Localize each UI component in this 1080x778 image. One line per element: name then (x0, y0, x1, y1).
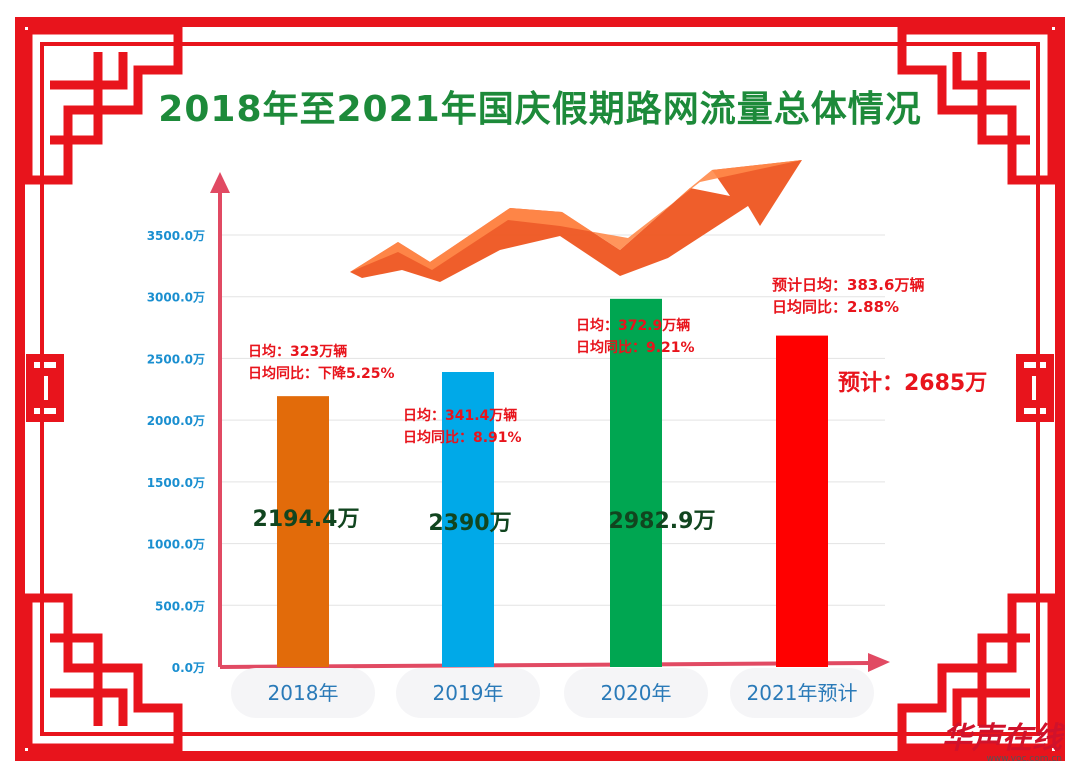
x-label-background (564, 668, 708, 718)
x-label-background (730, 668, 874, 718)
x-tick-label: 2020年 (601, 681, 672, 705)
frame-outer-border (15, 17, 1065, 761)
watermark-url: www.voc.com.cn (986, 754, 1063, 764)
annotation-text: 日均同比：9.21% (576, 339, 695, 356)
y-tick-label: 1500.0万 (147, 476, 205, 490)
frame-corner-bottom-right (897, 593, 1057, 753)
y-tick-label: 3500.0万 (147, 229, 205, 243)
y-axis-arrowhead (210, 172, 230, 193)
x-tick-label: 2021年预计 (747, 681, 858, 705)
y-tick-label: 0.0万 (172, 661, 205, 675)
bar (776, 335, 828, 667)
y-tick-label: 500.0万 (155, 599, 205, 613)
frame-side-left (26, 354, 64, 422)
y-tick-label: 1000.0万 (147, 538, 205, 552)
y-tick-label: 2500.0万 (147, 352, 205, 366)
trend-arrow-icon (350, 160, 802, 282)
value-label: 2390万 (428, 511, 511, 536)
frame-corner-top-right (897, 25, 1057, 185)
annotation-text: 日均同比：2.88% (772, 298, 899, 316)
annotation-text: 日均：372.9万辆 (576, 317, 690, 334)
annotation-text: 日均同比：下降5.25% (248, 365, 395, 382)
frame-corner-bottom-left (23, 593, 183, 753)
frame-corner-top-left (23, 25, 183, 185)
value-label: 2982.9万 (609, 509, 716, 534)
annotation-text: 日均：341.4万辆 (403, 407, 517, 424)
value-label: 2194.4万 (253, 507, 360, 532)
x-tick-label: 2018年 (268, 681, 339, 705)
annotation-text: 日均同比：8.91% (403, 429, 522, 446)
annotation-text: 日均：323万辆 (248, 343, 347, 360)
bar (442, 372, 494, 667)
x-tick-label: 2019年 (433, 681, 504, 705)
value-label: 预计：2685万 (838, 371, 987, 396)
x-label-background (396, 668, 540, 718)
y-tick-label: 3000.0万 (147, 291, 205, 305)
annotation-text: 预计日均：383.6万辆 (772, 276, 924, 294)
bar (610, 298, 662, 667)
page-title: 2018年至2021年国庆假期路网流量总体情况 (158, 89, 922, 130)
watermark-logo: 华声在线 www.voc.com.cn (942, 721, 1063, 765)
x-label-background (231, 668, 375, 718)
bar (277, 396, 329, 667)
x-axis-arrowhead (868, 653, 890, 672)
frame-side-right (1016, 354, 1054, 422)
y-tick-label: 2000.0万 (147, 414, 205, 428)
watermark-text: 华声在线 (942, 721, 1062, 756)
